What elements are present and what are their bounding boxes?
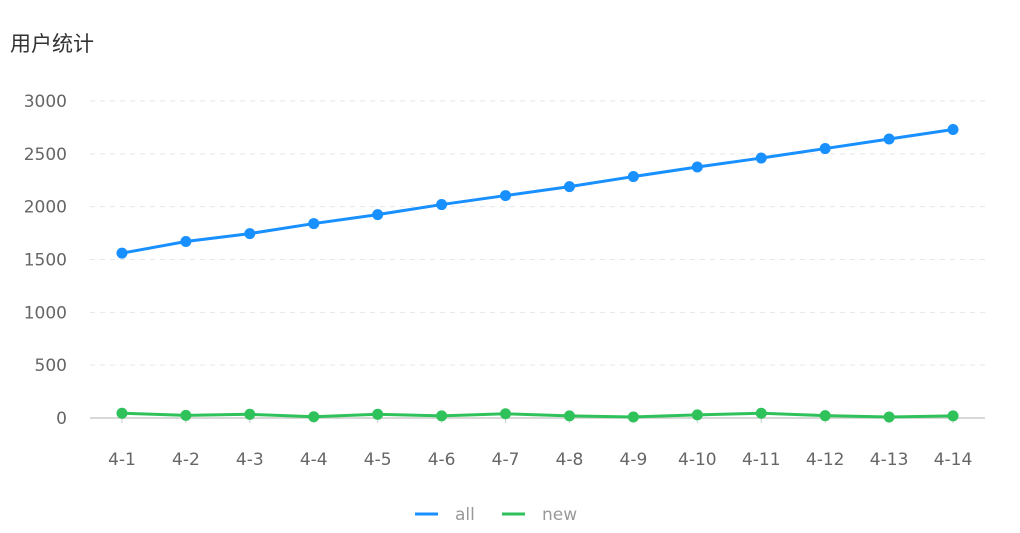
data-point-all	[755, 152, 767, 164]
data-point-new	[627, 411, 639, 423]
data-point-new	[436, 410, 448, 422]
data-point-new	[691, 409, 703, 421]
x-tick-label: 4-2	[172, 450, 200, 470]
data-point-all	[819, 143, 831, 155]
data-point-all	[883, 133, 895, 145]
x-tick-label: 4-4	[300, 450, 328, 470]
data-point-all	[500, 190, 512, 202]
data-point-all	[244, 228, 256, 240]
data-point-new	[116, 407, 128, 419]
data-point-all	[372, 209, 384, 221]
y-tick-label: 500	[35, 356, 67, 376]
y-tick-label: 1000	[24, 303, 67, 323]
data-point-new	[819, 410, 831, 422]
data-point-new	[244, 408, 256, 420]
data-point-all	[691, 161, 703, 173]
legend-label-new[interactable]: new	[542, 505, 577, 525]
x-tick-label: 4-3	[236, 450, 264, 470]
x-tick-label: 4-1	[108, 450, 136, 470]
legend-label-all[interactable]: all	[455, 505, 475, 525]
chart-title: 用户统计	[10, 32, 94, 56]
data-point-new	[755, 407, 767, 419]
y-tick-label: 2500	[24, 145, 67, 165]
data-point-new	[180, 409, 192, 421]
x-tick-label: 4-5	[364, 450, 392, 470]
data-point-all	[436, 199, 448, 211]
x-tick-label: 4-7	[492, 450, 520, 470]
x-tick-label: 4-11	[742, 450, 781, 470]
data-point-new	[500, 408, 512, 420]
data-point-all	[116, 247, 128, 259]
y-tick-label: 0	[56, 409, 67, 429]
series-line-new	[121, 411, 954, 419]
x-tick-label: 4-13	[870, 450, 909, 470]
data-point-all	[180, 236, 192, 248]
data-point-all	[947, 124, 959, 136]
data-point-all	[563, 181, 575, 193]
data-point-new	[563, 410, 575, 422]
x-tick-label: 4-6	[428, 450, 456, 470]
x-tick-label: 4-9	[620, 450, 648, 470]
x-tick-label: 4-8	[556, 450, 584, 470]
y-tick-label: 2000	[24, 198, 67, 218]
data-point-new	[372, 408, 384, 420]
y-tick-label: 3000	[24, 92, 67, 112]
series-line-all	[121, 128, 954, 255]
data-point-all	[308, 218, 320, 230]
x-tick-label: 4-12	[806, 450, 845, 470]
data-point-new	[883, 411, 895, 423]
y-tick-label: 1500	[24, 251, 67, 271]
x-tick-label: 4-10	[678, 450, 717, 470]
data-point-new	[947, 410, 959, 422]
data-point-new	[308, 411, 320, 423]
x-tick-label: 4-14	[934, 450, 973, 470]
data-point-all	[627, 171, 639, 183]
